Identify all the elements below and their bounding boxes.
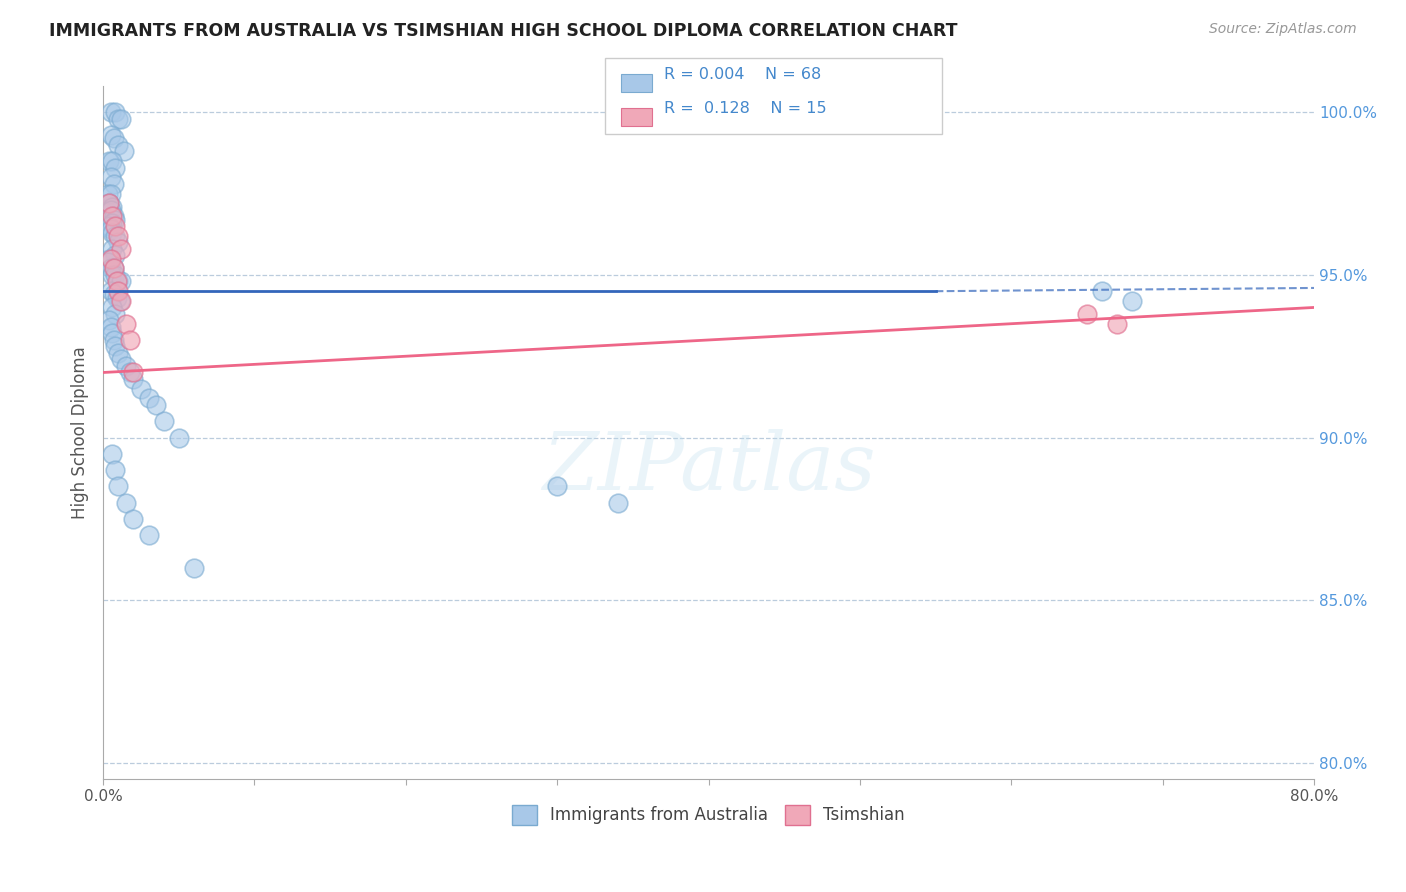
Point (104, 248, 127, 262)
Point (101, 216, 124, 230)
Point (100, 261, 122, 276)
Point (98, 219, 121, 234)
Point (98, 196, 121, 211)
Point (120, 333, 142, 347)
Point (122, 372, 145, 386)
Point (107, 479, 129, 493)
Point (1076, 307, 1098, 321)
Point (104, 219, 127, 234)
Point (98, 252, 121, 266)
Point (107, 228, 129, 243)
Point (101, 268, 124, 282)
Point (101, 226, 124, 240)
Point (100, 105, 122, 120)
Point (145, 398, 167, 412)
Point (103, 261, 125, 276)
Point (100, 202, 122, 217)
Point (107, 284, 129, 298)
Point (114, 359, 136, 373)
Point (103, 131, 125, 145)
Point (100, 284, 122, 298)
Point (107, 112, 129, 126)
Point (100, 186, 122, 201)
Point (112, 145, 135, 159)
Point (103, 261, 125, 276)
Point (98, 313, 121, 327)
Point (606, 495, 628, 509)
Point (100, 128, 122, 142)
Point (104, 307, 127, 321)
Point (1121, 293, 1143, 308)
Text: IMMIGRANTS FROM AUSTRALIA VS TSIMSHIAN HIGH SCHOOL DIPLOMA CORRELATION CHART: IMMIGRANTS FROM AUSTRALIA VS TSIMSHIAN H… (49, 22, 957, 40)
Point (108, 293, 131, 308)
Point (103, 287, 125, 301)
Point (104, 268, 127, 282)
Point (101, 301, 124, 315)
Point (97, 186, 120, 201)
Point (103, 210, 125, 224)
Point (122, 512, 145, 526)
Point (101, 200, 124, 214)
Point (100, 320, 122, 334)
Point (101, 210, 124, 224)
Point (101, 242, 124, 256)
Point (138, 392, 160, 406)
Point (97, 255, 120, 269)
Point (183, 560, 205, 574)
Point (104, 339, 127, 353)
Point (104, 105, 127, 120)
Point (1091, 284, 1114, 298)
Point (104, 161, 127, 175)
Text: ZIPatlas: ZIPatlas (541, 428, 876, 506)
Y-axis label: High School Diploma: High School Diploma (72, 346, 89, 519)
Point (105, 291, 128, 305)
Legend: Immigrants from Australia, Tsimshian: Immigrants from Australia, Tsimshian (503, 797, 914, 833)
Point (152, 414, 174, 428)
Point (101, 326, 124, 341)
Point (122, 366, 145, 380)
Point (98, 154, 121, 169)
Point (107, 275, 129, 289)
Point (104, 228, 127, 243)
Point (101, 154, 124, 169)
Point (105, 275, 128, 289)
Point (114, 495, 136, 509)
Text: Source: ZipAtlas.com: Source: ZipAtlas.com (1209, 22, 1357, 37)
Point (110, 275, 132, 289)
Point (110, 112, 132, 126)
Point (110, 352, 132, 367)
Point (103, 333, 125, 347)
Point (110, 242, 132, 256)
Point (104, 212, 127, 227)
Point (114, 317, 136, 331)
Text: R = 0.004    N = 68: R = 0.004 N = 68 (664, 67, 821, 82)
Point (107, 235, 129, 250)
Point (100, 222, 122, 236)
Point (107, 137, 129, 152)
Point (100, 170, 122, 185)
Point (138, 528, 160, 542)
Point (98, 196, 121, 211)
Point (103, 177, 125, 191)
Text: R =  0.128    N = 15: R = 0.128 N = 15 (664, 101, 827, 116)
Point (107, 346, 129, 360)
Point (110, 293, 132, 308)
Point (100, 252, 122, 266)
Point (1107, 317, 1129, 331)
Point (546, 479, 568, 493)
Point (129, 382, 152, 396)
Point (101, 447, 124, 461)
Point (167, 430, 190, 444)
Point (104, 463, 127, 477)
Point (120, 366, 142, 380)
